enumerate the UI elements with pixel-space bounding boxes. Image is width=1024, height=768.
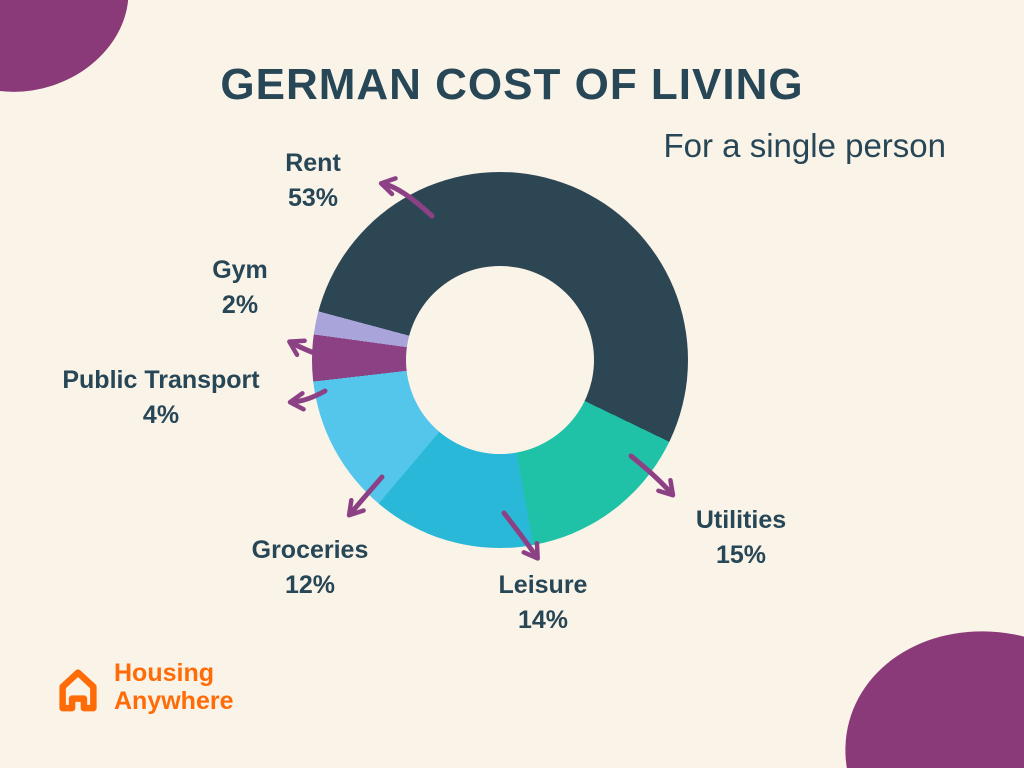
logo-line-2: Anywhere: [114, 686, 234, 715]
slice-percent: 2%: [221, 291, 259, 319]
slice-percent: 14%: [517, 606, 569, 634]
page-subtitle: For a single person: [663, 127, 946, 164]
corner-blob-bottom-right: [816, 598, 1024, 768]
slice-label-public-transport: Public Transport 4%: [11, 363, 311, 433]
slice-label-rent: Rent 53%: [233, 146, 393, 216]
housing-anywhere-logo: Housing Anywhere: [52, 659, 234, 715]
slice-name: Public Transport: [62, 366, 260, 394]
slice-label-leisure: Leisure 14%: [463, 568, 623, 638]
house-icon: [59, 668, 97, 711]
slice-name: Leisure: [498, 571, 588, 599]
slice-label-groceries: Groceries 12%: [230, 533, 390, 603]
donut-hole: [406, 266, 594, 454]
page-title: GERMAN COST OF LIVING: [220, 60, 804, 109]
slice-label-utilities: Utilities 15%: [641, 503, 841, 573]
logo-line-1: Housing: [114, 659, 214, 687]
logo-wordmark: Housing Anywhere: [114, 659, 234, 715]
slice-percent: 12%: [284, 571, 336, 599]
slice-name: Rent: [285, 149, 341, 177]
slice-label-gym: Gym 2%: [160, 253, 320, 323]
slice-name: Groceries: [251, 536, 369, 564]
slice-percent: 53%: [287, 184, 339, 212]
slice-percent: 15%: [715, 541, 767, 569]
slice-percent: 4%: [142, 401, 180, 429]
slice-name: Gym: [212, 256, 268, 284]
slice-name: Utilities: [695, 506, 787, 534]
